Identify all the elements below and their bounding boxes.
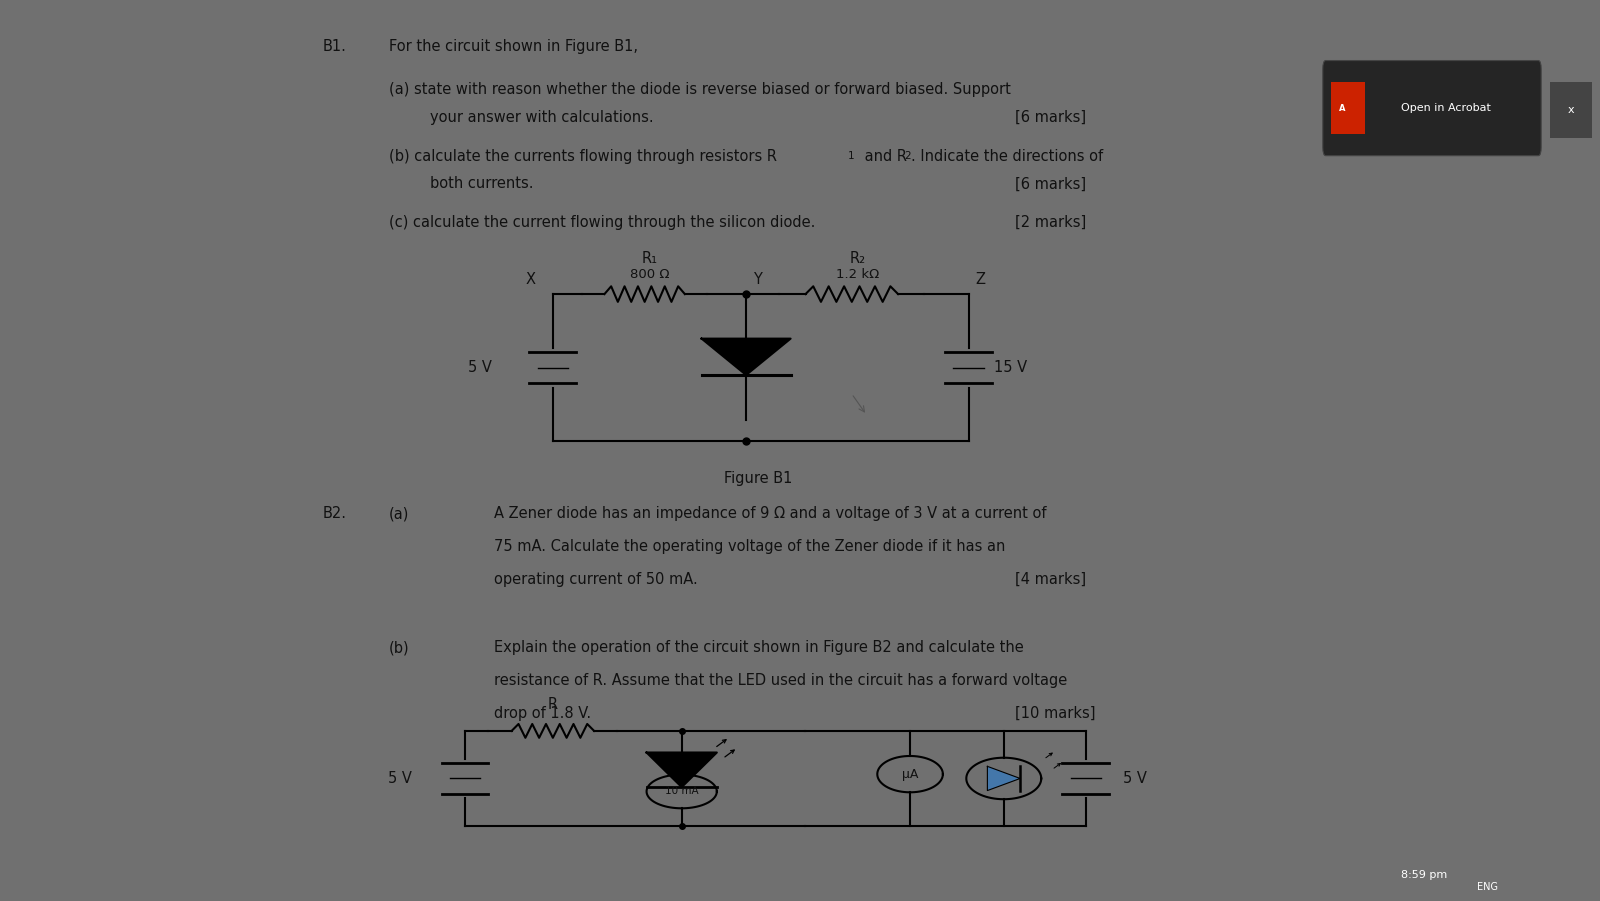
Text: resistance of R. Assume that the LED used in the circuit has a forward voltage: resistance of R. Assume that the LED use… [494,673,1067,688]
Text: [10 marks]: [10 marks] [1016,705,1096,721]
Text: ENG: ENG [1477,882,1499,892]
Text: 15 V: 15 V [995,360,1027,375]
Text: [4 marks]: [4 marks] [1016,572,1086,587]
Text: B1.: B1. [322,39,346,54]
Text: [6 marks]: [6 marks] [1016,177,1086,191]
Text: (b): (b) [389,640,410,655]
Text: R₁: R₁ [642,251,658,267]
Text: both currents.: both currents. [430,177,533,191]
Text: 1.2 kΩ: 1.2 kΩ [835,268,878,281]
Polygon shape [987,767,1021,790]
Text: (b) calculate the currents flowing through resistors R: (b) calculate the currents flowing throu… [389,149,778,164]
Text: Z: Z [976,272,986,287]
Text: and R: and R [859,149,907,164]
Text: Open in Acrobat: Open in Acrobat [1402,103,1491,114]
Text: . Indicate the directions of: . Indicate the directions of [912,149,1104,164]
Text: Y: Y [754,272,762,287]
Text: x: x [1568,105,1574,114]
Text: B2.: B2. [322,506,346,521]
Text: 800 Ω: 800 Ω [630,268,669,281]
Text: R: R [547,696,558,712]
Text: A: A [1339,104,1346,113]
Text: 5 V: 5 V [469,360,491,375]
Text: 5 V: 5 V [1123,771,1147,786]
Text: A Zener diode has an impedance of 9 Ω and a voltage of 3 V at a current of: A Zener diode has an impedance of 9 Ω an… [494,506,1046,521]
Text: 1: 1 [848,151,854,161]
FancyBboxPatch shape [1323,60,1541,156]
Text: R₂: R₂ [850,251,866,267]
Text: For the circuit shown in Figure B1,: For the circuit shown in Figure B1, [389,39,638,54]
Text: [2 marks]: [2 marks] [1016,214,1086,230]
Text: (a) state with reason whether the diode is reverse biased or forward biased. Sup: (a) state with reason whether the diode … [389,82,1011,97]
Polygon shape [702,339,790,375]
Text: Figure B1: Figure B1 [723,471,792,487]
Polygon shape [646,752,717,787]
Text: your answer with calculations.: your answer with calculations. [430,110,653,125]
Text: X: X [525,272,536,287]
Text: Explain the operation of the circuit shown in Figure B2 and calculate the: Explain the operation of the circuit sho… [494,640,1024,655]
Bar [1549,82,1592,139]
Text: [6 marks]: [6 marks] [1016,110,1086,125]
Bar [1331,82,1365,134]
Text: drop of 1.8 V.: drop of 1.8 V. [494,705,592,721]
Text: (c) calculate the current flowing through the silicon diode.: (c) calculate the current flowing throug… [389,214,816,230]
Text: operating current of 50 mA.: operating current of 50 mA. [494,572,698,587]
Text: 10 mA: 10 mA [666,787,699,796]
Text: 2: 2 [904,151,910,161]
Text: 8:59 pm: 8:59 pm [1402,869,1446,879]
Text: μA: μA [902,768,918,780]
Text: (a): (a) [389,506,410,521]
Text: 5 V: 5 V [389,771,413,786]
Text: 75 mA. Calculate the operating voltage of the Zener diode if it has an: 75 mA. Calculate the operating voltage o… [494,539,1006,554]
